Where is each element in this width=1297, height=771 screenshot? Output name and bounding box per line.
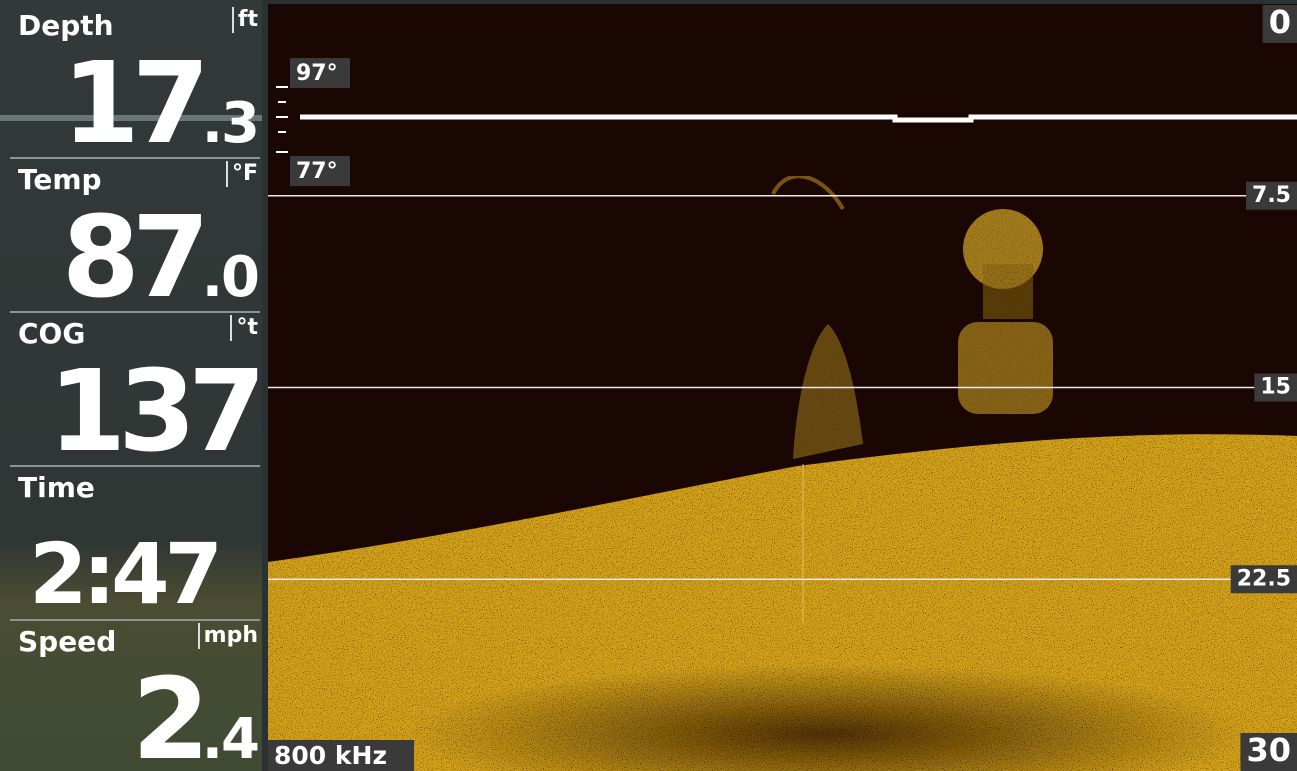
readout-label: COG <box>18 317 86 350</box>
temp-graph: 97° 77° <box>276 58 1297 186</box>
depth-label-box <box>1254 373 1297 402</box>
readout-label: Temp <box>18 163 102 196</box>
depth-scale-label: 15 <box>1260 375 1291 400</box>
readout-label: Time <box>18 471 95 504</box>
depth-marker <box>0 115 262 121</box>
depth-scale-label: 0 <box>1269 4 1291 41</box>
sonar-view: 0 7.5 15 22.5 30 97° 77° 800 kHz <box>268 4 1297 771</box>
readout-number: 2:47 <box>29 525 223 623</box>
readout-value: 137 <box>48 347 266 477</box>
readout: COG °t 137 <box>10 311 266 477</box>
bottom-returns <box>268 174 1297 771</box>
readout-number: 2 <box>131 655 210 771</box>
readout-unit: mph <box>197 623 258 649</box>
readout-unit: ft <box>231 7 258 33</box>
readout-number: 87 <box>61 193 210 323</box>
depth-scale-label: 7.5 <box>1252 183 1291 208</box>
readout-decimal: .0 <box>201 245 260 310</box>
readout-value: 2.4 <box>131 655 260 771</box>
depth-label-box <box>1262 5 1297 43</box>
readout: Depth ft 17.3 <box>0 3 262 169</box>
readout-number: 137 <box>48 347 266 477</box>
readout-number: 17 <box>61 39 210 169</box>
depth-label-box <box>1240 733 1297 771</box>
readout-decimal: .4 <box>201 707 260 771</box>
depth-label-box <box>1230 565 1297 594</box>
readout-value: 2:47 <box>29 525 258 631</box>
readout-value: 87.0 <box>61 193 260 323</box>
temp-low-label: 77° <box>296 159 338 184</box>
depth-scale-label: 22.5 <box>1237 566 1291 591</box>
temp-high-label: 97° <box>296 61 338 86</box>
depth-scale-label: 30 <box>1246 731 1291 769</box>
readout-label: Depth <box>18 9 114 42</box>
depth-label-box <box>1246 181 1297 210</box>
readout: Time 2:47 <box>10 465 260 623</box>
readout-unit: °t <box>230 315 258 341</box>
readout-label: Speed <box>18 625 117 658</box>
readout-panel: Depth ft 17.3 Temp °F 87.0 COG °t 137 Time 2:47 Spe… <box>0 0 266 771</box>
readout-value: 17.3 <box>61 39 260 169</box>
readout-decimal: .3 <box>201 91 260 156</box>
readout: Temp °F 87.0 <box>10 157 260 323</box>
depth-scale: 0 7.5 15 22.5 30 <box>268 4 1297 771</box>
readout: Speed mph 2.4 <box>10 619 260 771</box>
readout-unit: °F <box>225 161 258 187</box>
frequency-label: 800 kHz <box>274 741 387 770</box>
